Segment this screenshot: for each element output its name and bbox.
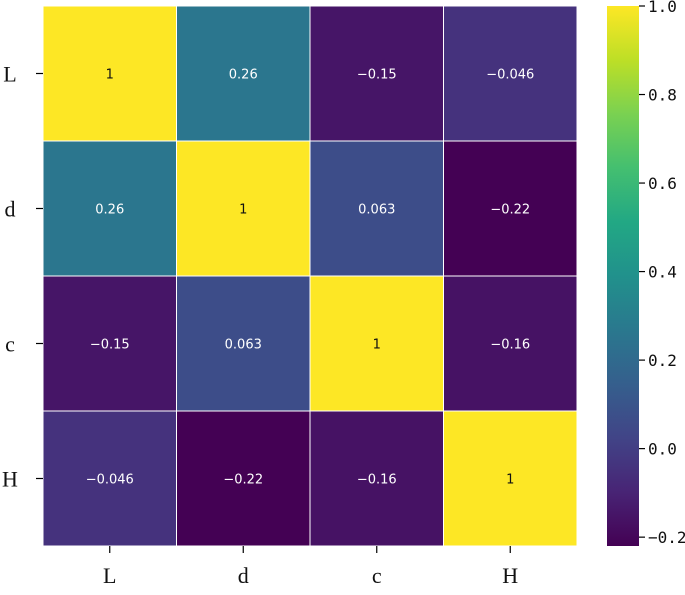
- y-tick-label: d: [5, 197, 16, 222]
- heatmap-cell-L-H: [443, 5, 578, 142]
- heatmap-cell-c-d: [176, 275, 311, 412]
- cell-value-label: 1: [106, 68, 114, 83]
- colorbar-gradient: [607, 6, 639, 546]
- heatmap-cell-H-H: [443, 410, 578, 547]
- heatmap-cell-d-H: [443, 140, 578, 277]
- colorbar-tick-label: 0.6: [648, 174, 677, 193]
- x-tick-label: c: [372, 563, 382, 588]
- cell-value-label: −0.16: [490, 338, 530, 353]
- heatmap-cell-L-d: [176, 5, 311, 142]
- cell-value-label: −0.15: [90, 338, 130, 353]
- y-axis: Ld c H: [2, 62, 43, 492]
- x-tick-label: L: [103, 563, 116, 588]
- heatmap-annotations: 1 0.26 −0.15 −0.046 0.26 1 0.063 −0.22 −0.15 0.06…: [86, 68, 535, 488]
- heatmap-cell-H-L: [42, 410, 177, 547]
- cell-value-label: −0.22: [223, 473, 263, 488]
- cell-value-label: −0.15: [357, 68, 397, 83]
- heatmap-cell-H-c: [309, 410, 444, 547]
- colorbar-tick-label: −0.2: [648, 528, 685, 547]
- y-tick-label: H: [2, 467, 18, 492]
- cell-value-label: 1: [506, 473, 514, 488]
- colorbar-tick-label: 0.8: [648, 86, 677, 105]
- heatmap-cell-d-L: [42, 140, 177, 277]
- colorbar-tick-label: 0.4: [648, 263, 677, 282]
- cell-value-label: 1: [239, 203, 247, 218]
- colorbar-tick-label: 0.0: [648, 440, 677, 459]
- cell-value-label: 0.063: [225, 338, 262, 353]
- heatmap-cell-L-c: [309, 5, 444, 142]
- heatmap-cell-c-H: [443, 275, 578, 412]
- colorbar: 1.0 0.8 0.6 0.4 0.2 0.0 −0.2: [607, 0, 685, 547]
- heatmap-cell-L-L: [42, 5, 177, 142]
- heatmap-cell-H-d: [176, 410, 311, 547]
- x-tick-label: H: [502, 563, 518, 588]
- cell-value-label: 0.063: [358, 203, 395, 218]
- cell-value-label: −0.046: [86, 473, 134, 488]
- cell-value-label: −0.16: [357, 473, 397, 488]
- y-tick-label: L: [3, 62, 16, 87]
- y-tick-label: c: [5, 332, 15, 357]
- heatmap-cells: [42, 5, 578, 547]
- heatmap-cell-d-d: [176, 140, 311, 277]
- cell-value-label: −0.22: [490, 203, 530, 218]
- cell-value-label: 1: [373, 338, 381, 353]
- colorbar-tick-label: 0.2: [648, 351, 677, 370]
- cell-value-label: −0.046: [486, 68, 534, 83]
- colorbar-tick-label: 1.0: [648, 0, 677, 16]
- x-tick-label: d: [238, 563, 249, 588]
- cell-value-label: 0.26: [229, 68, 258, 83]
- cell-value-label: 0.26: [95, 203, 124, 218]
